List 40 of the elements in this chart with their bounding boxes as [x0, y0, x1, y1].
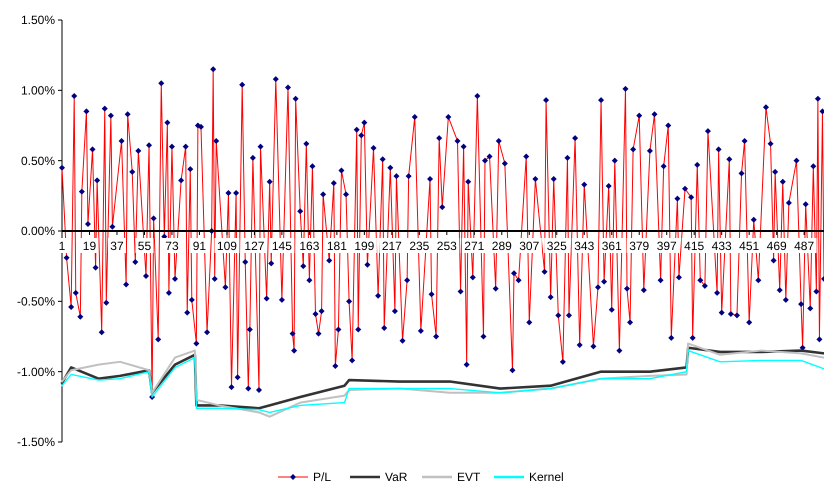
- y-tick-label: -1.50%: [16, 435, 56, 450]
- x-tick-label: 217: [382, 239, 402, 253]
- x-tick-label: 145: [272, 239, 292, 253]
- legend-label: EVT: [457, 470, 482, 484]
- y-tick-label: 1.50%: [20, 13, 56, 28]
- x-tick-label: 37: [110, 239, 124, 253]
- x-tick-label: 415: [684, 239, 705, 253]
- y-tick-label: 1.00%: [20, 84, 56, 98]
- x-tick-label: 271: [464, 239, 485, 253]
- x-tick-label: 433: [712, 239, 732, 253]
- x-tick-label: 307: [519, 239, 540, 253]
- x-tick-label: 91: [192, 239, 206, 253]
- x-tick-label: 235: [409, 239, 430, 253]
- x-tick-label: 397: [656, 239, 678, 253]
- x-tick-label: 343: [574, 239, 595, 253]
- line-series: [61, 342, 824, 418]
- x-tick-label: 253: [436, 239, 458, 253]
- x-tick-label: 1: [58, 239, 66, 253]
- legend-label: VaR: [385, 470, 408, 484]
- x-tick-label: 289: [492, 239, 512, 253]
- y-tick-label: -1.00%: [16, 364, 56, 379]
- x-tick-label: 55: [138, 239, 152, 253]
- x-tick-label: 127: [244, 239, 265, 253]
- x-tick-label: 109: [216, 239, 238, 253]
- legend-label: Kernel: [529, 470, 564, 484]
- y-tick-label: 0.50%: [20, 154, 56, 168]
- x-tick-label: 469: [766, 239, 787, 253]
- x-tick-label: 199: [354, 239, 375, 253]
- x-tick-label: 487: [794, 239, 814, 253]
- x-tick-label: 163: [299, 239, 320, 253]
- y-tick-label: 0.00%: [20, 224, 56, 238]
- x-tick-label: 19: [82, 239, 96, 253]
- x-tick-label: 181: [326, 239, 348, 253]
- x-tick-label: 451: [739, 239, 760, 253]
- x-tick-label: 361: [602, 239, 622, 253]
- x-tick-label: 379: [629, 239, 650, 253]
- x-tick-label: 73: [165, 239, 179, 253]
- legend-label: P/L: [313, 470, 332, 484]
- x-tick-label: 325: [546, 239, 568, 253]
- y-tick-label: -0.50%: [16, 294, 56, 309]
